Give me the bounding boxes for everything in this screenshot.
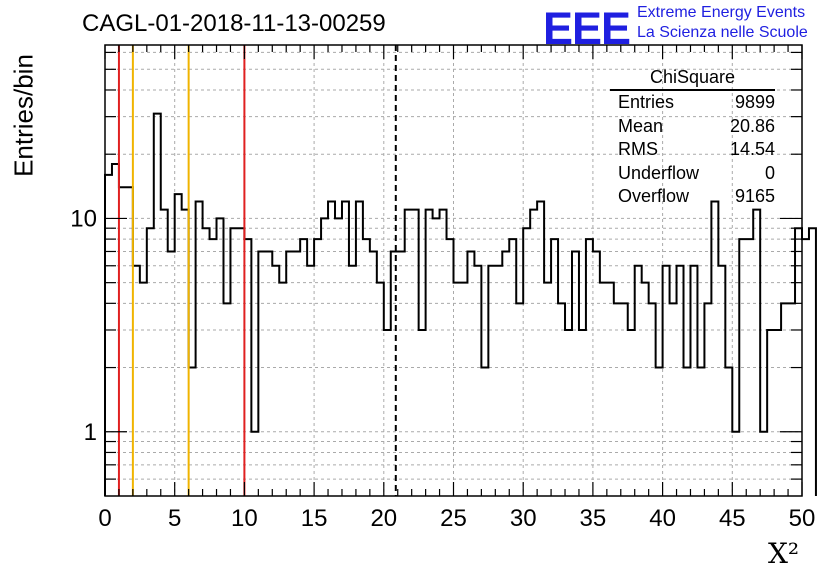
stats-row-entries: Entries 9899 bbox=[610, 91, 775, 115]
y-tick-label: 10 bbox=[70, 205, 97, 232]
x-tick-label: 30 bbox=[510, 505, 537, 532]
x-tick-label: 40 bbox=[649, 505, 676, 532]
x-tick-label: 10 bbox=[231, 505, 258, 532]
y-axis-label: Entries/bin bbox=[8, 54, 39, 177]
x-tick-label: 15 bbox=[301, 505, 328, 532]
stats-row-overflow: Overflow 9165 bbox=[610, 185, 775, 209]
stats-row-mean: Mean 20.86 bbox=[610, 115, 775, 139]
stats-row-rms: RMS 14.54 bbox=[610, 138, 775, 162]
x-tick-label: 50 bbox=[789, 505, 816, 532]
y-tick-label: 1 bbox=[84, 419, 97, 446]
x-tick-label: 0 bbox=[98, 505, 111, 532]
stats-value: 9899 bbox=[734, 92, 775, 112]
histogram-series bbox=[104, 112, 817, 496]
chart-title: CAGL-01-2018-11-13-00259 bbox=[82, 10, 386, 37]
stats-value: 14.54 bbox=[729, 139, 775, 159]
stats-label: RMS bbox=[618, 139, 658, 159]
eee-logo: EEE bbox=[543, 3, 631, 54]
stats-title: ChiSquare bbox=[610, 66, 775, 91]
x-tick-label: 5 bbox=[168, 505, 181, 532]
x-axis-label: X² bbox=[768, 537, 800, 570]
x-tick-label: 25 bbox=[440, 505, 467, 532]
x-tick-label: 20 bbox=[370, 505, 397, 532]
stats-box: ChiSquare Entries 9899 Mean 20.86 RMS 14… bbox=[610, 66, 775, 209]
stats-row-underflow: Underflow 0 bbox=[610, 162, 775, 186]
stats-label: Overflow bbox=[618, 186, 690, 206]
stats-value: 0 bbox=[764, 162, 775, 183]
logo-subtitle-line1: Extreme Energy Events bbox=[637, 4, 806, 21]
stats-label: Entries bbox=[618, 92, 675, 112]
logo-subtitle-line2: La Scienza nelle Scuole bbox=[637, 24, 808, 41]
stats-label: Underflow bbox=[618, 162, 700, 183]
x-tick-label: 45 bbox=[719, 505, 746, 532]
x-tick-label: 35 bbox=[580, 505, 607, 532]
stats-label: Mean bbox=[618, 115, 664, 136]
stats-value: 20.86 bbox=[729, 115, 775, 136]
stats-value: 9165 bbox=[734, 186, 775, 206]
